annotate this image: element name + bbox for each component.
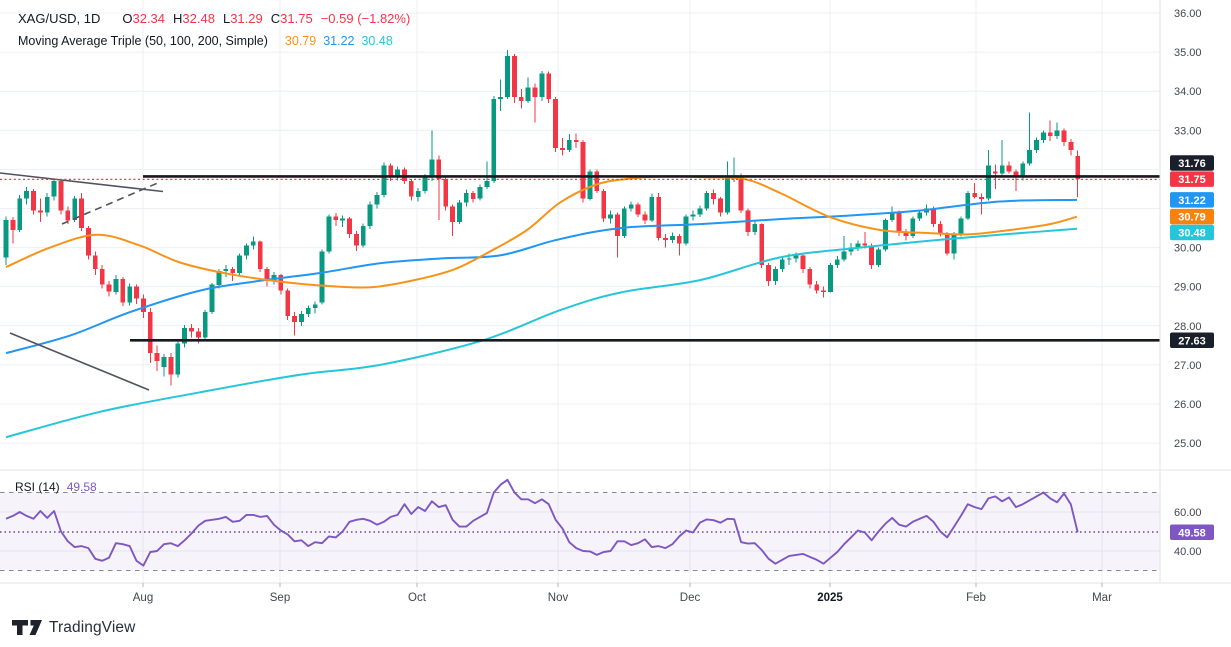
ma100-line [5,198,1078,355]
ohlc-close-value: 31.75 [280,11,313,26]
time-axis-label-Nov: Nov [548,592,569,604]
price-tick-label: 29.00 [1174,282,1202,294]
rsi-badge-label: 49.58 [1178,527,1206,539]
price-tick-label: 33.00 [1174,125,1202,137]
price-tick-label: 26.00 [1174,399,1202,411]
indicator-legend-row: Moving Average Triple (50, 100, 200, Sim… [18,34,410,55]
indicator-title[interactable]: Moving Average Triple (50, 100, 200, Sim… [18,34,268,48]
panel-separators [0,0,1231,584]
time-axis-label-2025: 2025 [817,592,843,604]
price-badge-31.76 [1170,155,1214,171]
rsi-badge [1170,524,1214,540]
ohlc-open-value: 32.34 [132,11,166,26]
price-badge-label: 31.76 [1178,158,1206,170]
rsi-tick-label: 40.00 [1174,546,1202,558]
ma200-value: 30.48 [361,34,393,48]
price-tick-label: 35.00 [1174,47,1202,59]
time-axis[interactable]: Aug Sep Oct Nov Dec 2025 Feb Mar [133,583,1112,604]
time-axis-label-Mar: Mar [1092,592,1112,604]
price-badge-27.63 [1170,332,1214,348]
trend-line-2 [61,181,161,225]
ohlc-close-label: C [270,11,281,26]
price-tick-label: 30.00 [1174,243,1202,255]
ma50-line [5,175,1078,289]
ma100-value: 31.22 [323,34,355,48]
symbol-legend-row: XAG/USD, 1D O32.34 H32.48 L31.29 C31.75 −0.59… [18,11,410,32]
price-badge-label: 30.48 [1178,228,1206,240]
time-axis-label-Oct: Oct [408,592,427,604]
rsi-band [0,492,1160,571]
price-badge-30.48 [1170,224,1214,241]
price-badge-label: 31.75 [1178,174,1206,186]
rsi-indicator-title[interactable]: RSI (14) [15,480,60,494]
rsi-series [5,478,1079,567]
price-badge-label: 27.63 [1178,335,1206,347]
drawings[interactable] [0,172,1160,391]
tradingview-logo-icon [12,620,42,635]
rsi-legend-row: RSI (14) 49.58 [15,480,97,494]
time-axis-label-Sep: Sep [270,592,290,604]
price-badge-label: 30.79 [1178,212,1206,224]
time-axis-label-Feb: Feb [966,592,986,604]
price-tick-label: 36.00 [1174,8,1202,20]
time-axis-label-Aug: Aug [133,592,153,604]
trend-line-1 [0,172,164,193]
ma50-value: 30.79 [284,34,317,48]
ohlc-low-label: L [222,11,231,26]
ohlc-high-value: 32.48 [182,11,215,26]
rsi-tick-label: 60.00 [1174,507,1202,519]
price-tick-label: 34.00 [1174,86,1202,98]
price-axis[interactable]: 36.00 35.00 34.00 33.00 30.00 29.00 28.00 27.00… [1170,8,1214,558]
price-tick-label: 27.00 [1174,360,1202,372]
ohlc-open-label: O [122,11,133,26]
time-axis-label-Dec: Dec [680,592,701,604]
ohlc-low-value: 31.29 [230,11,263,26]
price-badge-30.79 [1170,208,1214,225]
trend-line-3 [9,332,150,391]
tradingview-logo-text: TradingView [49,619,136,636]
price-tick-label: 28.00 [1174,321,1202,333]
change-value: −0.59 (−1.82%) [320,11,411,26]
symbol-title[interactable]: XAG/USD, 1D [18,11,101,26]
price-tick-label: 25.00 [1174,438,1202,450]
moving-averages [5,175,1078,439]
tradingview-logo[interactable]: TradingView [12,619,135,637]
ma200-line [5,227,1078,439]
price-badge-31.75 [1170,171,1214,187]
price-badge-31.22 [1170,192,1214,208]
price-badge-label: 31.22 [1178,195,1206,207]
rsi-value: 49.58 [66,480,97,494]
ohlc-high-label: H [173,11,183,26]
chart-legend: XAG/USD, 1D O32.34 H32.48 L31.29 C31.75 −0.59… [18,11,410,55]
